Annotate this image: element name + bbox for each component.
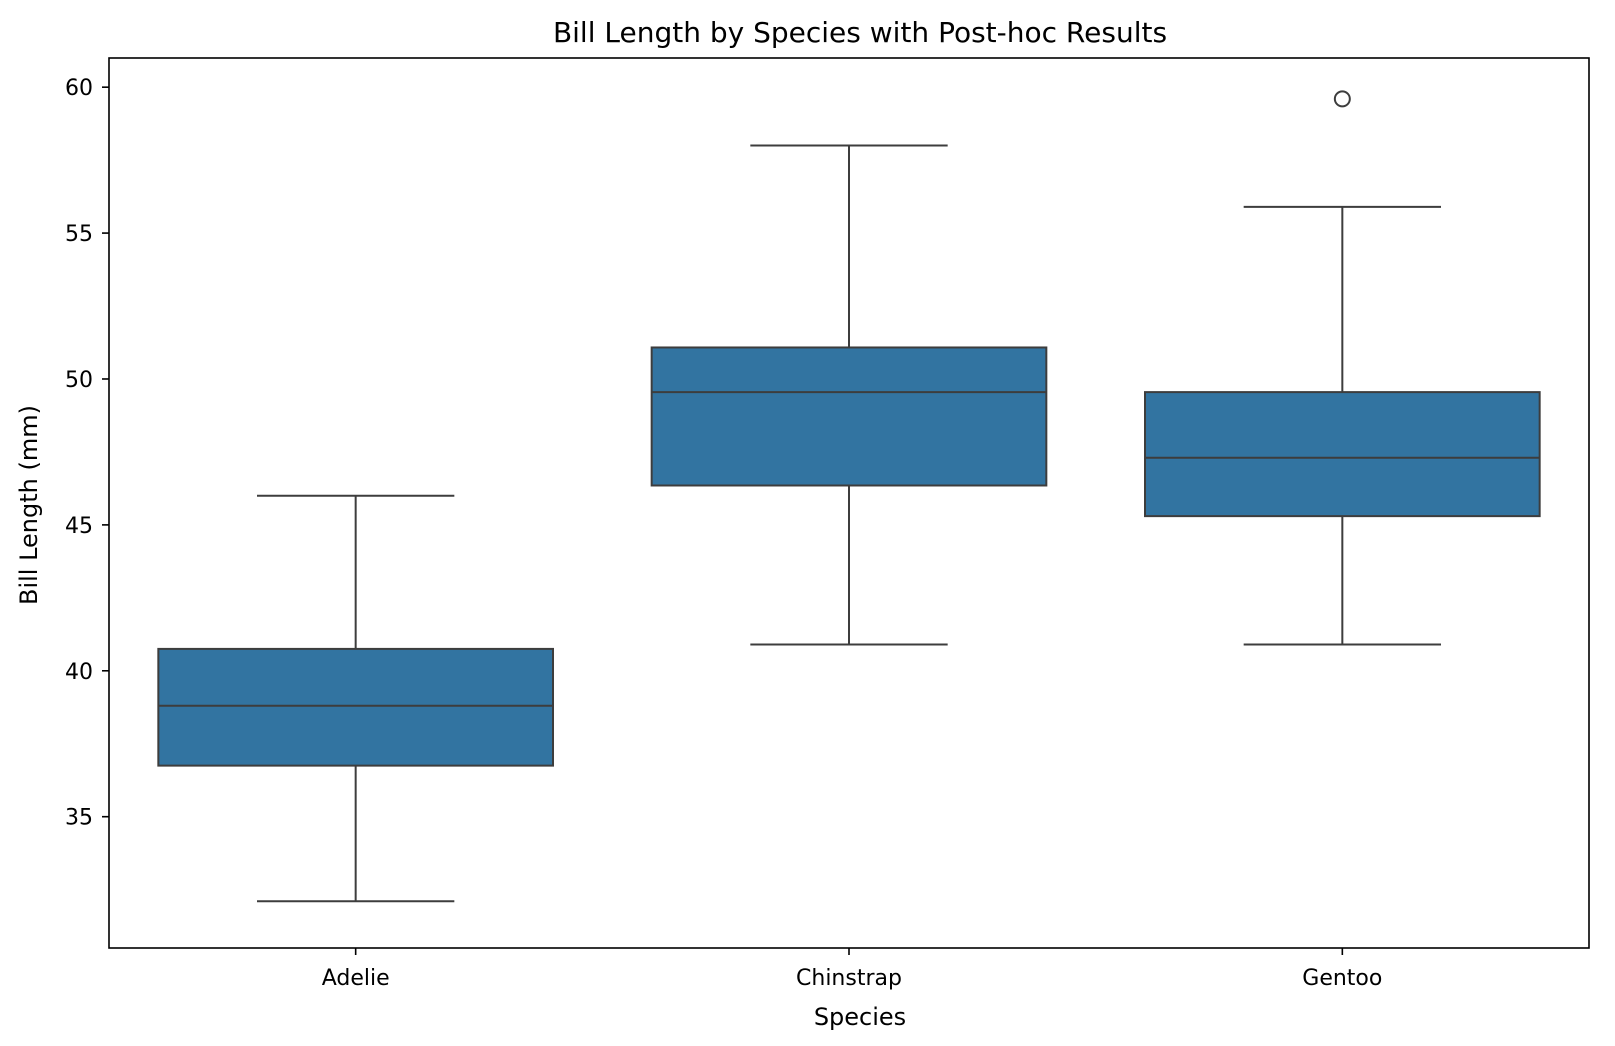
box-chinstrap	[650, 346, 1048, 487]
x-tick-label-gentoo: Gentoo	[1302, 966, 1382, 991]
y-tick-label-50: 50	[65, 368, 93, 393]
y-tick-label-55: 55	[65, 222, 93, 247]
outlier-gentoo-0	[1333, 90, 1351, 108]
x-tick-label-chinstrap: Chinstrap	[796, 966, 902, 991]
y-axis-label: Bill Length (mm)	[15, 405, 43, 605]
plot-frame	[108, 57, 1590, 949]
y-tick-label-60: 60	[65, 76, 93, 101]
x-axis-label: Species	[814, 1003, 906, 1031]
box-adelie	[157, 647, 554, 767]
box-gentoo	[1144, 391, 1541, 518]
y-tick-label-35: 35	[65, 806, 93, 831]
y-tick-label-40: 40	[65, 660, 93, 685]
chart-title: Bill Length by Species with Post-hoc Res…	[553, 16, 1167, 49]
plot-area: 35 40 45 50 55 60 Adelie Chinstrap Gentoo	[65, 57, 1590, 991]
y-tick-label-45: 45	[65, 514, 93, 539]
x-tick-label-adelie: Adelie	[322, 966, 390, 991]
